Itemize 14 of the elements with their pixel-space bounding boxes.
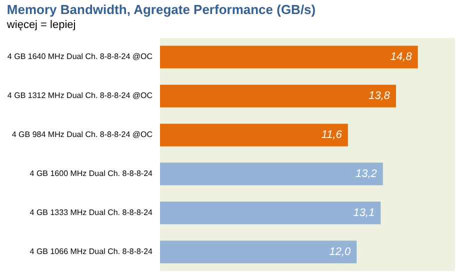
data-label: 13,8	[368, 90, 391, 102]
data-label: 12,0	[329, 246, 352, 258]
y-tick-label: 4 GB 984 MHz Dual Ch. 8-8-8-24 @OC	[12, 130, 153, 140]
y-tick-label: 4 GB 1312 MHz Dual Ch. 8-8-8-24 @OC	[7, 91, 153, 100]
data-label: 13,2	[355, 168, 377, 180]
y-tick-label: 4 GB 1333 MHz Dual Ch. 8-8-8-24	[30, 208, 154, 217]
data-label: 14,8	[390, 51, 413, 64]
text: więcej = lepiej	[6, 19, 76, 31]
y-tick-label: 4 GB 1640 MHz Dual Ch. 8-8-8-24 @OC	[7, 52, 153, 62]
y-tick-label: 4 GB 1600 MHz Dual Ch. 8-8-8-24	[30, 168, 154, 178]
data-label: 11,6	[321, 129, 343, 142]
y-tick-label: 4 GB 1066 MHz Dual Ch. 8-8-8-24	[30, 246, 154, 256]
chart-title: Memory Bandwidth, Agregate Performance (GB/s)	[6, 2, 316, 17]
data-label: 13,1	[353, 206, 375, 219]
